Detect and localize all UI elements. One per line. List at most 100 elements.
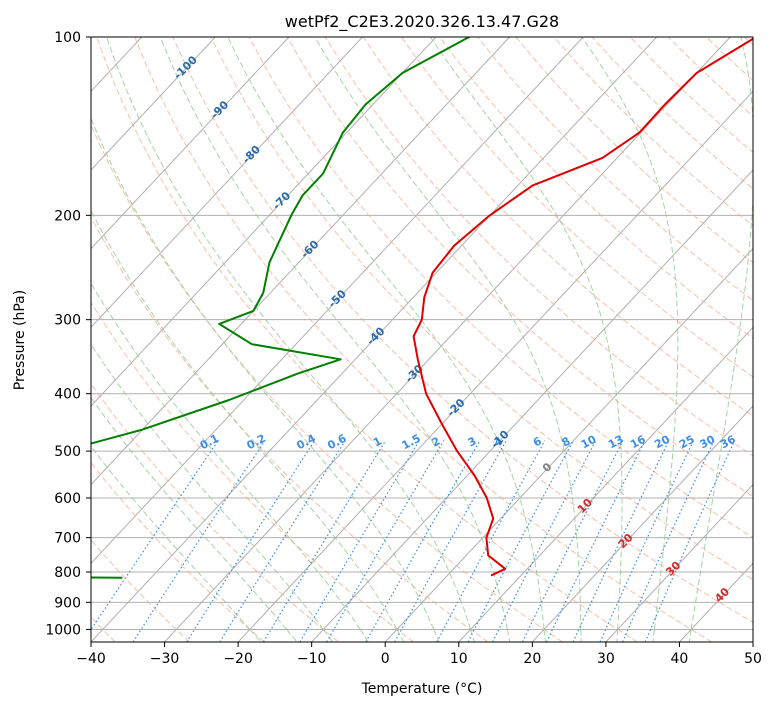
y-axis-label: Pressure (hPa) <box>12 290 28 390</box>
moist-adiabat-line <box>688 37 753 642</box>
x-tick-label: 50 <box>744 651 762 667</box>
chart-title: wetPf2_C2E3.2020.326.13.47.G28 <box>285 12 559 32</box>
moist-adiabat-line <box>91 445 262 642</box>
mixing-ratio-label: 30 <box>698 433 718 452</box>
isotherm-line <box>0 37 68 642</box>
moist-adiabat-line <box>159 37 511 642</box>
mixing-ratio-line <box>394 440 507 642</box>
mixing-ratio-label: 25 <box>677 433 697 452</box>
x-tick-label: −20 <box>223 651 253 667</box>
y-tick-label: 900 <box>54 595 81 611</box>
isotherm-line <box>458 326 753 642</box>
x-tick-label: 30 <box>597 651 615 667</box>
isotherm-line <box>237 90 753 642</box>
moist-adiabat-line <box>91 209 405 642</box>
y-tick-label: 1000 <box>45 622 81 638</box>
dry-adiabat-line <box>401 37 753 378</box>
mixing-ratio-line <box>219 440 346 642</box>
isotherm-line <box>91 37 658 642</box>
x-tick-label: 10 <box>450 651 468 667</box>
mixing-ratio-label: 13 <box>606 433 626 452</box>
dry-adiabat-line <box>477 37 753 301</box>
mixing-ratio-label: 3 <box>466 434 479 449</box>
dry-adiabat-line <box>91 301 414 642</box>
dry-adiabat-line <box>172 37 753 624</box>
dry-adiabat-line <box>744 37 753 46</box>
mixing-ratio-label: 8 <box>560 434 573 449</box>
moist-adiabat-line <box>91 116 440 642</box>
dry-adiabat-line <box>667 37 753 117</box>
mixing-ratio-line <box>132 440 266 642</box>
temperature-profile-line <box>412 37 753 577</box>
plot-frame <box>90 36 754 643</box>
mixing-ratio-line <box>521 440 624 642</box>
isotherm-line <box>91 37 437 407</box>
x-tick-label: 20 <box>523 651 541 667</box>
mixing-ratio-label: 36 <box>718 433 738 452</box>
mixing-ratio-line <box>622 440 715 642</box>
mixing-ratio-line <box>299 440 420 642</box>
y-tick-label: 300 <box>54 313 81 329</box>
mixing-ratio-line <box>262 440 387 642</box>
dry-adiabat-line <box>91 461 265 642</box>
x-axis-label: Temperature (°C) <box>361 681 483 697</box>
mixing-ratio-label: 16 <box>628 432 648 451</box>
isotherm-line <box>91 37 290 250</box>
sounding-profiles <box>91 37 753 579</box>
dry-adiabat-line <box>91 382 340 642</box>
mixing-ratio-line <box>436 440 546 642</box>
moist-adiabat-line <box>227 37 546 642</box>
isotherm-line <box>605 483 753 642</box>
mixing-ratio-line <box>546 440 646 642</box>
y-tick-label: 800 <box>54 565 81 581</box>
isotherm-label: 0 <box>540 460 555 475</box>
line-labels: 0.1 0.2 0.4 0.6 1 1.5 2 3 4 6 8 10 13 16 20 25 30 36-100-… <box>171 53 738 605</box>
mixing-ratio-line <box>365 440 481 642</box>
moist-adiabat-line <box>91 282 369 642</box>
y-tick-label: 400 <box>54 387 81 403</box>
x-tick-label: 40 <box>671 651 689 667</box>
background-lines <box>0 37 753 642</box>
isotherm-line <box>384 247 753 642</box>
moist-adiabat-line <box>581 37 679 642</box>
moist-adiabat-line <box>429 37 623 642</box>
isotherm-line <box>164 37 731 642</box>
dry-adiabat-line <box>96 37 638 642</box>
dry-adiabat-line <box>91 123 563 642</box>
mixing-ratio-label: 0.1 <box>198 432 221 453</box>
y-tick-label: 500 <box>54 444 81 460</box>
y-axis: 100 200 300 400 500 600 700 800 900 1000 <box>45 30 91 638</box>
y-tick-label: 200 <box>54 208 81 224</box>
dry-adiabat-line <box>705 37 753 82</box>
dry-adiabat-line <box>210 37 753 581</box>
isotherm-line <box>679 562 753 642</box>
y-tick-label: 600 <box>54 491 81 507</box>
x-axis: −40 −30 −20 −10 0 10 20 30 40 50 <box>76 642 762 667</box>
x-tick-label: −30 <box>150 651 180 667</box>
moist-adiabat-line <box>91 343 334 642</box>
isotherm-line <box>91 37 216 171</box>
mixing-ratio-line <box>599 440 695 642</box>
isotherm-line <box>531 405 753 642</box>
mixing-ratio-line <box>467 440 574 642</box>
x-tick-label: 0 <box>381 651 390 667</box>
dry-adiabat-line <box>362 37 753 417</box>
dry-adiabat-line <box>91 216 489 642</box>
mixing-ratio-label: 0.4 <box>295 432 319 453</box>
dry-adiabat-line <box>324 37 753 457</box>
x-tick-label: −10 <box>297 651 327 667</box>
dry-adiabat-line <box>591 37 753 190</box>
moist-adiabat-line <box>91 397 298 642</box>
mixing-ratio-label: 1.5 <box>400 432 423 453</box>
dry-adiabat-line <box>248 37 753 539</box>
dry-adiabat-line <box>134 37 713 642</box>
mixing-ratio-line <box>644 440 736 642</box>
isotherm-line <box>91 37 584 565</box>
mixing-ratio-label: 6 <box>531 434 544 449</box>
y-tick-label: 100 <box>54 30 81 46</box>
mixing-ratio-label: 20 <box>652 433 672 452</box>
isotherm-line <box>91 37 363 329</box>
moist-adiabat-line <box>106 37 475 642</box>
isotherm-line <box>752 641 753 642</box>
